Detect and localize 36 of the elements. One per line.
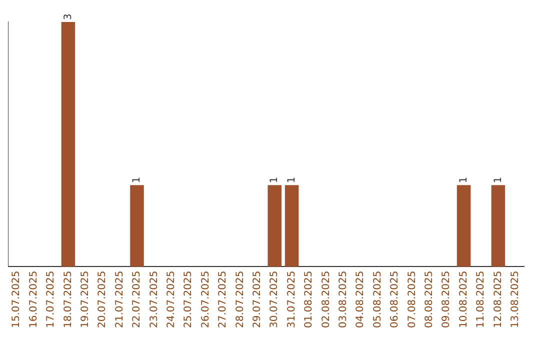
x-tick-label: 11.08.2025 — [476, 270, 487, 328]
x-tick-label: 22.07.2025 — [132, 270, 143, 328]
data-label: 1 — [492, 176, 504, 184]
x-tick-label: 18.07.2025 — [62, 270, 74, 328]
x-tick-label: 27.07.2025 — [218, 270, 229, 328]
x-tick-label: 21.07.2025 — [114, 270, 126, 328]
x-tick-label: 03.08.2025 — [338, 270, 349, 328]
x-tick-label: 02.08.2025 — [320, 270, 332, 328]
x-tick-label: 28.07.2025 — [234, 270, 246, 328]
x-tick-label: 24.07.2025 — [166, 270, 177, 328]
x-tick-label: 09.08.2025 — [441, 270, 452, 328]
x-tick-label: 01.08.2025 — [304, 270, 315, 328]
x-tick-label: 04.08.2025 — [355, 270, 366, 328]
x-tick-label: 12.08.2025 — [492, 270, 504, 328]
x-tick-label: 17.07.2025 — [46, 270, 57, 328]
x-tick-label: 08.08.2025 — [424, 270, 435, 328]
x-tick-label: 10.08.2025 — [458, 270, 470, 328]
x-tick-label: 06.08.2025 — [390, 270, 401, 328]
data-label: 1 — [269, 176, 280, 184]
x-tick-label: 23.07.2025 — [148, 270, 160, 328]
x-tick-label: 20.07.2025 — [97, 270, 108, 328]
x-tick-label: 30.07.2025 — [269, 270, 280, 328]
x-tick-label: 16.07.2025 — [28, 270, 40, 328]
x-tick-label: 13.08.2025 — [510, 270, 521, 328]
x-tick-label: 07.08.2025 — [406, 270, 418, 328]
x-tick-label: 26.07.2025 — [200, 270, 212, 328]
x-tick-label: 05.08.2025 — [372, 270, 384, 328]
data-label: 1 — [286, 176, 298, 184]
data-label: 1 — [458, 176, 470, 184]
data-label: 3 — [62, 14, 74, 20]
x-tick-label: 19.07.2025 — [80, 270, 91, 328]
x-tick-label: 25.07.2025 — [183, 270, 194, 328]
data-label: 1 — [132, 176, 143, 184]
x-tick-label: 31.07.2025 — [286, 270, 298, 328]
x-tick-label: 15.07.2025 — [11, 270, 22, 328]
x-tick-label: 29.07.2025 — [252, 270, 263, 328]
